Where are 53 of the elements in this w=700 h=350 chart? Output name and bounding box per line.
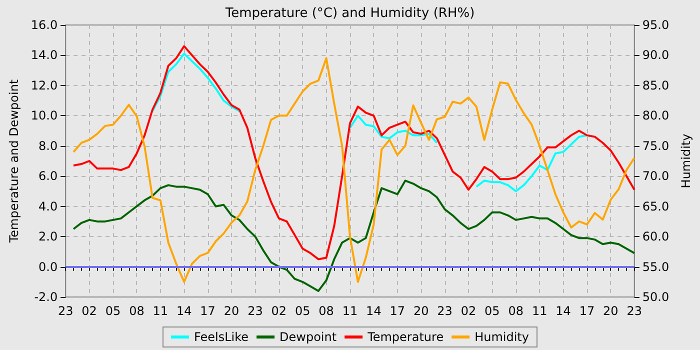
x-tick-label: 08	[508, 304, 524, 318]
x-tick-label: 23	[437, 304, 452, 318]
x-tick-label: 23	[58, 304, 74, 318]
x-tick-label: 23	[248, 304, 263, 318]
y-tick-label: 2.0	[38, 230, 58, 244]
y-tick-label: 14.0	[30, 48, 58, 62]
y2-tick-label: 90.0	[642, 48, 670, 62]
y2-axis-title: Humidity	[679, 134, 693, 188]
x-tick-label: 20	[413, 304, 429, 318]
chart-title: Temperature (°C) and Humidity (RH%)	[224, 6, 475, 21]
x-tick-label: 14	[176, 304, 192, 318]
x-tick-label: 08	[129, 304, 144, 318]
y2-tick-label: 55.0	[642, 260, 670, 274]
x-tick-label: 11	[342, 304, 358, 318]
x-tick-label: 02	[460, 304, 476, 318]
legend-label: Dewpoint	[280, 330, 337, 344]
line-series	[72, 180, 636, 292]
y-axis-title: Temperature and Dewpoint	[7, 79, 21, 244]
y-tick-label: 0.0	[38, 260, 58, 274]
y2-tick-label: 65.0	[642, 199, 670, 214]
y2-tick-label: 80.0	[642, 108, 670, 123]
x-tick-label: 17	[579, 304, 595, 318]
y-tick-label: 6.0	[38, 169, 58, 184]
x-tick-label: 02	[82, 304, 97, 318]
x-tick-label: 23	[626, 304, 642, 318]
legend-label: Humidity	[474, 330, 530, 344]
x-tick-label: 05	[294, 304, 310, 318]
x-tick-label: 11	[532, 304, 548, 318]
y2-tick-label: 50.0	[642, 290, 670, 304]
y-tick-label: 4.0	[38, 199, 58, 214]
y2-tick-label: 60.0	[642, 230, 670, 244]
x-tick-label: 20	[224, 304, 240, 318]
x-tick-label: 20	[603, 304, 618, 318]
legend-label: Temperature	[366, 330, 444, 344]
x-tick-label: 05	[484, 304, 500, 318]
y-tick-label: 12.0	[30, 78, 58, 92]
y-tick-label: -2.0	[34, 290, 58, 304]
x-tick-label: 05	[105, 304, 121, 318]
legend-label: FeelsLike	[194, 330, 249, 344]
x-tick-label: 11	[152, 304, 168, 318]
x-tick-label: 17	[200, 304, 216, 318]
y-tick-label: 8.0	[38, 138, 58, 153]
y2-tick-label: 70.0	[642, 169, 670, 184]
y2-tick-label: 85.0	[642, 78, 670, 92]
x-tick-label: 17	[390, 304, 406, 318]
y-tick-label: 10.0	[30, 108, 58, 123]
x-tick-label: 14	[556, 304, 571, 318]
y2-tick-label: 95.0	[642, 18, 670, 32]
y-tick-label: 16.0	[30, 18, 58, 32]
y2-tick-label: 75.0	[642, 138, 670, 153]
x-tick-label: 14	[366, 304, 382, 318]
x-tick-label: 08	[318, 304, 334, 318]
x-tick-label: 02	[271, 304, 287, 318]
